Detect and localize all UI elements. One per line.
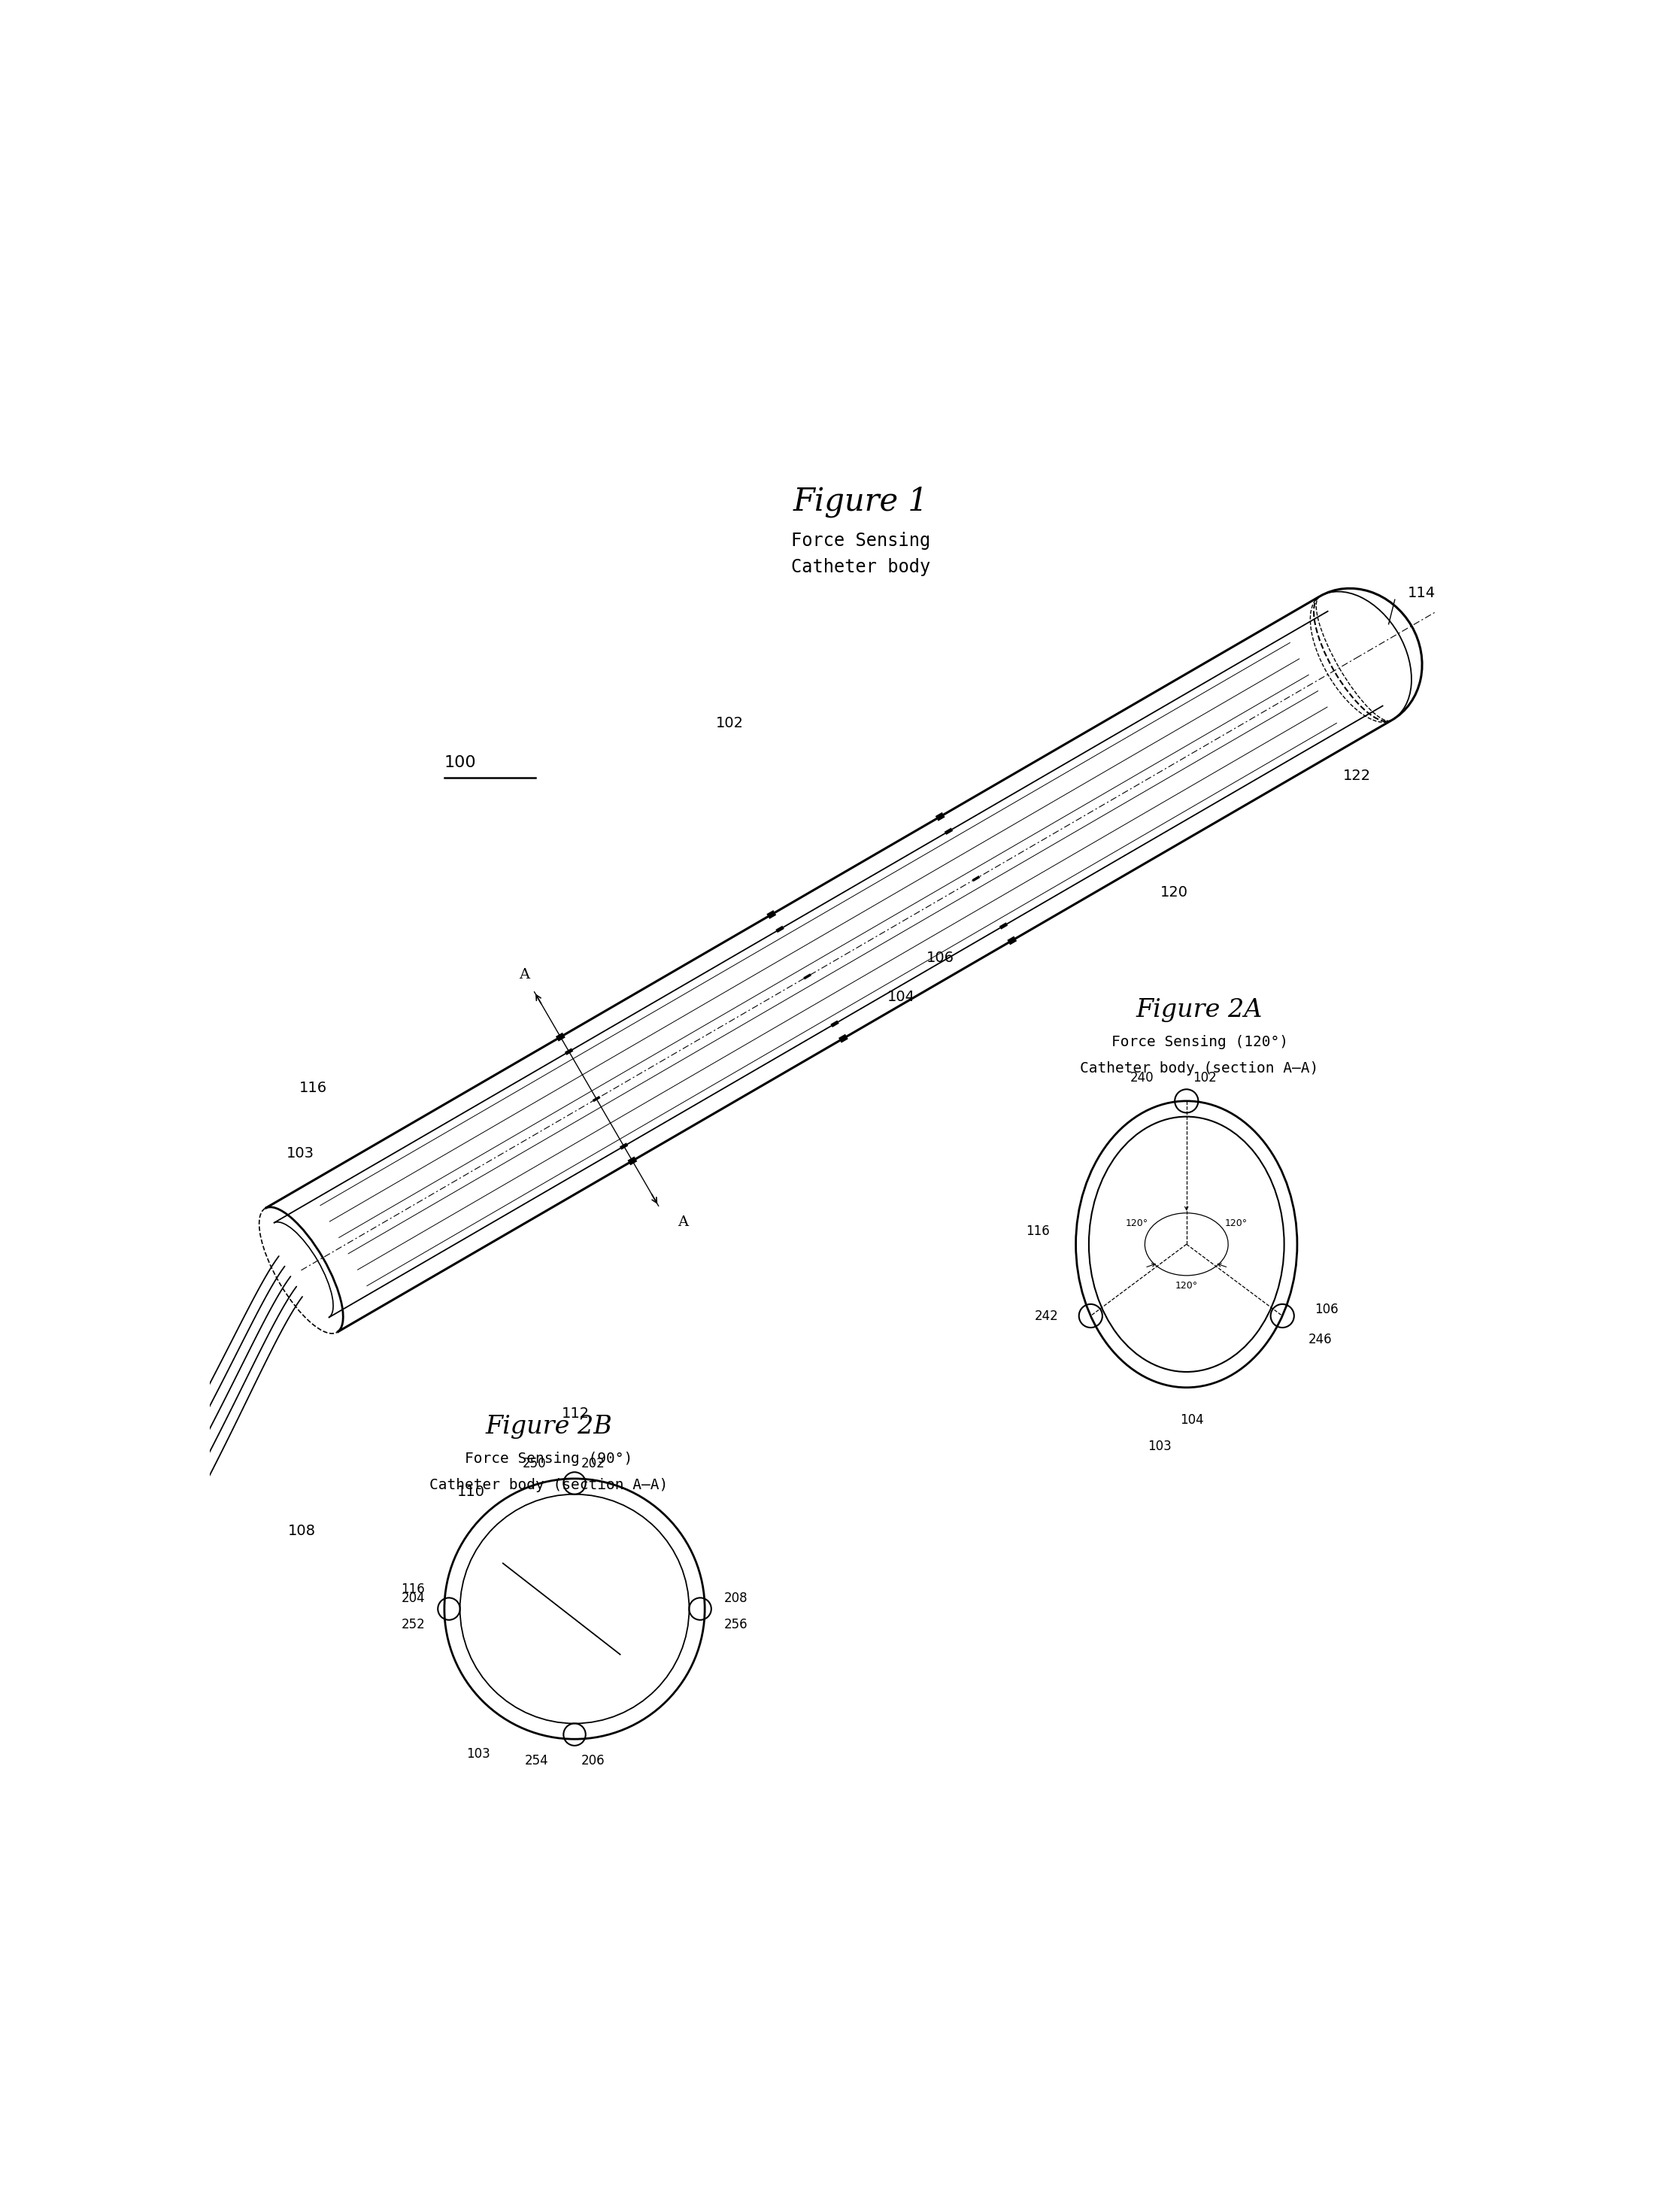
- Text: 106: 106: [1315, 1302, 1339, 1317]
- Text: 208: 208: [724, 1593, 748, 1606]
- Text: Force Sensing (90°): Force Sensing (90°): [465, 1452, 632, 1467]
- Text: 116: 116: [1026, 1224, 1050, 1238]
- Text: A: A: [519, 968, 529, 982]
- Text: 202: 202: [581, 1456, 605, 1471]
- Text: 252: 252: [402, 1617, 425, 1630]
- Text: 204: 204: [402, 1593, 425, 1606]
- Text: 102: 102: [1193, 1070, 1216, 1085]
- Text: 250: 250: [522, 1456, 546, 1471]
- Text: 102: 102: [716, 717, 744, 730]
- Text: 110: 110: [457, 1485, 486, 1498]
- Text: 120°: 120°: [1126, 1218, 1147, 1229]
- Text: Force Sensing: Force Sensing: [791, 532, 931, 549]
- Text: Figure 2B: Figure 2B: [486, 1414, 612, 1438]
- Text: 254: 254: [524, 1754, 548, 1767]
- Text: Catheter body: Catheter body: [791, 558, 931, 576]
- Text: 246: 246: [1309, 1332, 1332, 1346]
- Text: 103: 103: [465, 1747, 491, 1760]
- Text: 106: 106: [926, 951, 954, 964]
- Text: 116: 116: [299, 1081, 328, 1094]
- Text: 242: 242: [1035, 1308, 1058, 1324]
- Text: 104: 104: [887, 990, 916, 1004]
- Text: 100: 100: [444, 754, 477, 770]
- Text: 206: 206: [581, 1754, 605, 1767]
- Text: Figure 1: Figure 1: [793, 485, 929, 518]
- Text: 112: 112: [561, 1407, 590, 1421]
- Text: 120°: 120°: [1176, 1282, 1198, 1291]
- Text: 120: 120: [1161, 885, 1188, 900]
- Text: A: A: [677, 1216, 689, 1229]
- Text: Catheter body (section A–A): Catheter body (section A–A): [428, 1478, 669, 1491]
- Text: 120°: 120°: [1225, 1218, 1248, 1229]
- Text: 240: 240: [1131, 1070, 1154, 1085]
- Text: 116: 116: [402, 1582, 425, 1597]
- Text: Catheter body (section A–A): Catheter body (section A–A): [1080, 1061, 1319, 1077]
- Text: 108: 108: [289, 1524, 316, 1538]
- Text: 103: 103: [1147, 1438, 1171, 1454]
- Text: Force Sensing (120°): Force Sensing (120°): [1110, 1035, 1289, 1050]
- Text: 103: 103: [286, 1145, 314, 1160]
- Text: 114: 114: [1408, 587, 1436, 600]
- Text: Figure 2A: Figure 2A: [1136, 997, 1263, 1021]
- Text: 104: 104: [1179, 1414, 1205, 1427]
- Text: 256: 256: [724, 1617, 748, 1630]
- Text: 122: 122: [1342, 768, 1371, 783]
